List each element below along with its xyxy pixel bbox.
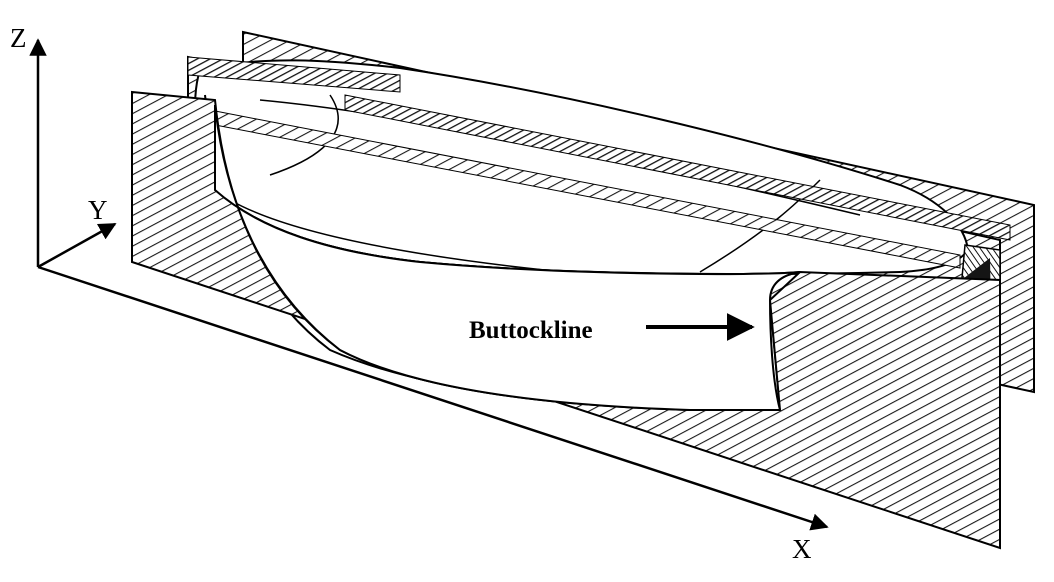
- y-axis-label: Y: [88, 195, 108, 225]
- callout-background: [435, 300, 765, 370]
- waterline-bands: [187, 56, 1011, 269]
- y-axis: [37, 222, 117, 269]
- buttockline-label: Buttockline: [469, 317, 593, 344]
- x-axis-label: X: [792, 534, 812, 564]
- z-axis-label: Z: [10, 23, 27, 53]
- buttockline-callout: Buttockline: [435, 300, 765, 370]
- coordinate-axes: Z Y X: [10, 23, 829, 564]
- x-axis: [37, 265, 829, 531]
